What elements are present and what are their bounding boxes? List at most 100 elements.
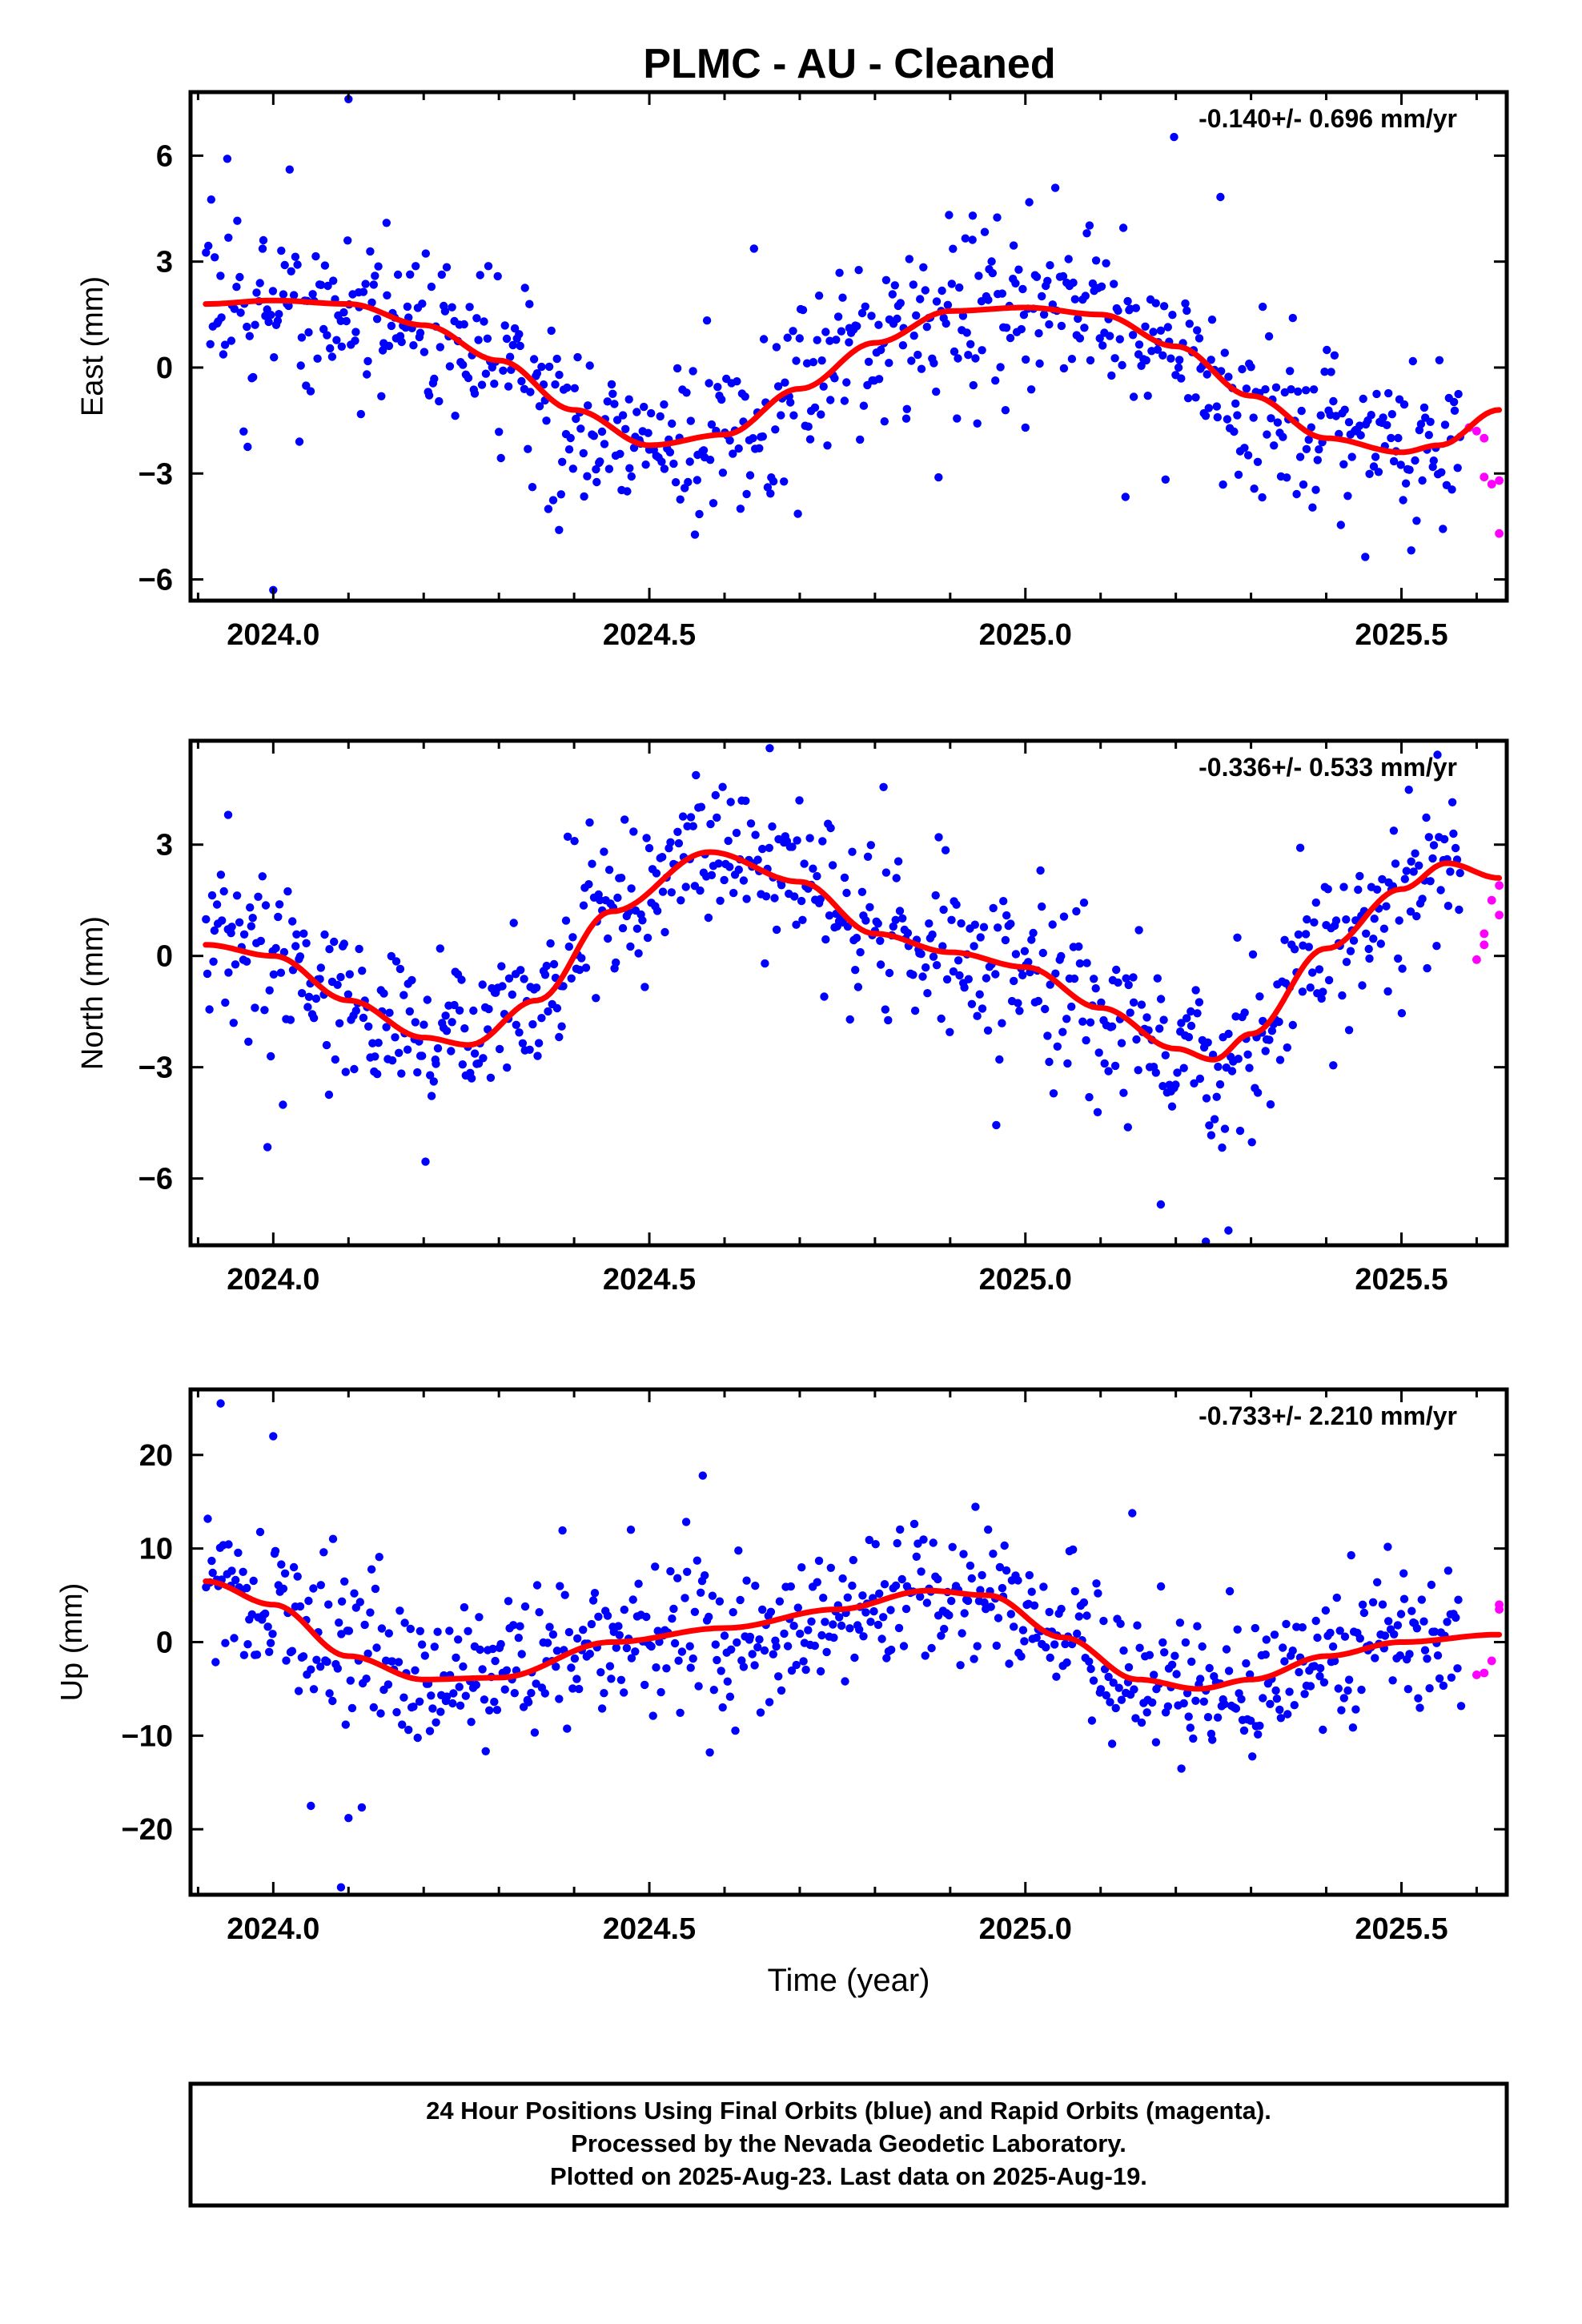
final-point — [216, 1399, 225, 1408]
final-point — [711, 1640, 720, 1649]
final-point — [436, 944, 444, 953]
final-point — [1001, 406, 1010, 415]
final-point — [668, 1614, 677, 1623]
final-point — [1123, 1123, 1133, 1132]
final-point — [423, 995, 432, 1004]
rapid-point — [1495, 529, 1504, 538]
final-point — [1020, 1637, 1029, 1646]
final-point — [323, 281, 332, 291]
final-point — [256, 936, 265, 946]
final-point — [481, 369, 491, 378]
final-point — [448, 1018, 456, 1027]
final-point — [1294, 387, 1303, 396]
final-point — [1280, 935, 1289, 945]
final-point — [634, 1579, 643, 1588]
final-point — [279, 290, 288, 299]
final-point — [264, 317, 273, 327]
final-point — [299, 929, 308, 939]
final-point — [792, 356, 801, 365]
final-point — [733, 1638, 741, 1647]
final-point — [1429, 841, 1439, 850]
final-point — [1248, 1752, 1257, 1761]
final-point — [1026, 385, 1036, 394]
final-point — [537, 1014, 546, 1023]
final-point — [397, 337, 406, 347]
final-point — [1064, 255, 1073, 263]
final-point — [729, 888, 738, 898]
final-point — [1000, 1541, 1009, 1550]
final-point — [1158, 351, 1167, 360]
final-point — [1453, 464, 1462, 472]
final-point — [476, 1645, 484, 1655]
final-point — [409, 1703, 418, 1711]
final-point — [947, 1596, 956, 1606]
final-point — [1017, 1652, 1026, 1661]
final-point — [502, 1666, 512, 1675]
final-point — [1369, 935, 1378, 943]
final-point — [249, 1576, 258, 1586]
final-point — [957, 919, 966, 928]
final-point — [909, 971, 917, 979]
north-frame — [188, 738, 1509, 1248]
final-point — [377, 1624, 387, 1633]
final-point — [1419, 1617, 1428, 1626]
final-point — [223, 155, 232, 163]
final-point — [1443, 1618, 1452, 1626]
final-point — [1158, 1082, 1167, 1091]
final-point — [427, 282, 436, 292]
final-point — [1313, 456, 1323, 464]
final-point — [629, 827, 638, 836]
final-point — [1057, 1604, 1066, 1614]
final-point — [1418, 895, 1427, 903]
final-point — [320, 261, 330, 270]
final-point — [1111, 1703, 1120, 1713]
final-point — [618, 923, 628, 933]
final-point — [1248, 950, 1258, 959]
final-point — [236, 308, 245, 317]
final-point — [950, 347, 959, 356]
y-tick-label: 3 — [156, 246, 173, 279]
final-point — [1093, 1108, 1102, 1117]
final-point — [219, 350, 228, 359]
final-point — [476, 271, 484, 279]
final-point — [739, 876, 749, 885]
final-point — [690, 530, 700, 539]
final-point — [1137, 1000, 1146, 1009]
rapid-point — [1480, 940, 1489, 950]
final-point — [332, 336, 341, 344]
final-point — [484, 1004, 493, 1014]
final-point — [1048, 920, 1057, 929]
final-point — [1132, 1035, 1141, 1044]
final-point — [351, 328, 360, 336]
final-point — [1025, 198, 1034, 207]
final-point — [1449, 397, 1459, 407]
final-point — [217, 313, 226, 322]
final-point — [840, 396, 849, 405]
final-point — [1253, 1088, 1263, 1097]
final-point — [942, 975, 952, 984]
final-point — [600, 440, 609, 448]
final-point — [1336, 521, 1346, 529]
final-point — [1159, 302, 1169, 311]
y-tick-label: 0 — [156, 352, 173, 385]
final-point — [1340, 405, 1349, 414]
final-point — [1351, 1705, 1360, 1714]
final-point — [1167, 1102, 1177, 1111]
final-point — [1317, 994, 1326, 1003]
final-point — [1059, 912, 1069, 921]
final-point — [1018, 284, 1027, 294]
final-point — [1231, 399, 1240, 408]
final-point — [1425, 1684, 1434, 1693]
final-point — [1456, 869, 1464, 878]
final-point — [488, 1644, 497, 1654]
final-point — [880, 1580, 889, 1589]
final-point — [604, 866, 614, 875]
final-point — [520, 975, 528, 983]
final-point — [689, 367, 697, 376]
final-point — [1191, 393, 1200, 402]
final-point — [1100, 1059, 1109, 1068]
final-point — [861, 1608, 870, 1617]
final-point — [1080, 324, 1089, 332]
final-point — [1390, 1630, 1399, 1639]
final-point — [816, 895, 825, 903]
